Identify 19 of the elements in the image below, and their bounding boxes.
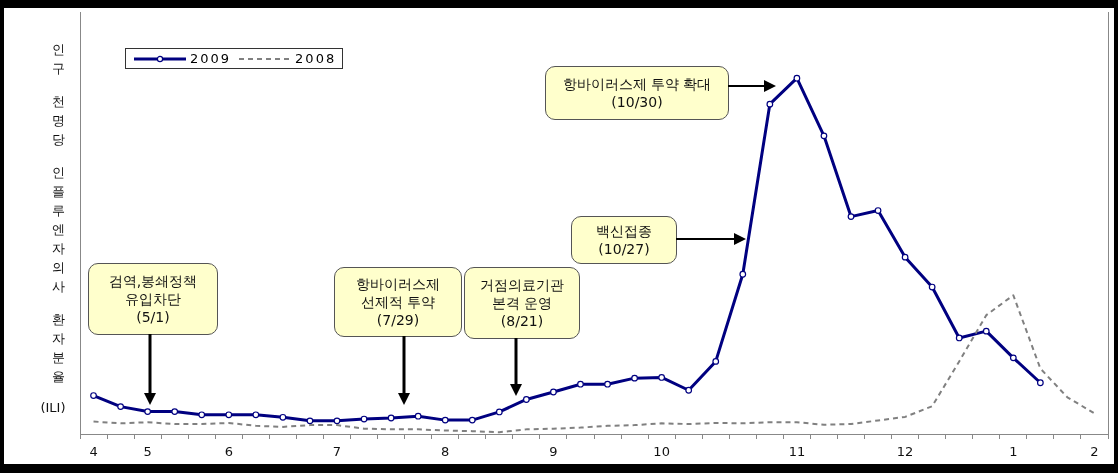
callout-box: 검역,봉쇄정책 유입차단 (5/1) <box>88 263 218 335</box>
x-tick-label: 6 <box>224 444 233 460</box>
x-tick-label: 12 <box>896 444 914 460</box>
x-tick-label: 7 <box>332 444 342 460</box>
x-tick-label: 10 <box>653 444 670 460</box>
callout-box: 항바이러스제 투약 확대 (10/30) <box>545 66 729 120</box>
x-tick-label: 8 <box>441 444 450 460</box>
callout-box: 거점의료기관 본격 운영 (8/21) <box>464 267 580 339</box>
callout-box: 항바이러스제 선제적 투약 (7/29) <box>334 267 462 337</box>
x-tick-label: 5 <box>143 444 152 460</box>
x-tick-label: 4 <box>89 444 98 460</box>
text: 인구 천명당 인플루엔자의사 환자분율 (ILI) <box>40 42 66 415</box>
x-tick-label: 2 <box>1090 444 1099 460</box>
x-tick-label: 9 <box>549 444 558 460</box>
legend-label: 2008 <box>295 51 337 66</box>
legend-label: 2009 <box>190 51 232 66</box>
callout-box: 백신접종 (10/27) <box>571 216 677 264</box>
x-tick-label: 11 <box>788 444 806 460</box>
x-tick-label: 1 <box>1009 444 1018 460</box>
